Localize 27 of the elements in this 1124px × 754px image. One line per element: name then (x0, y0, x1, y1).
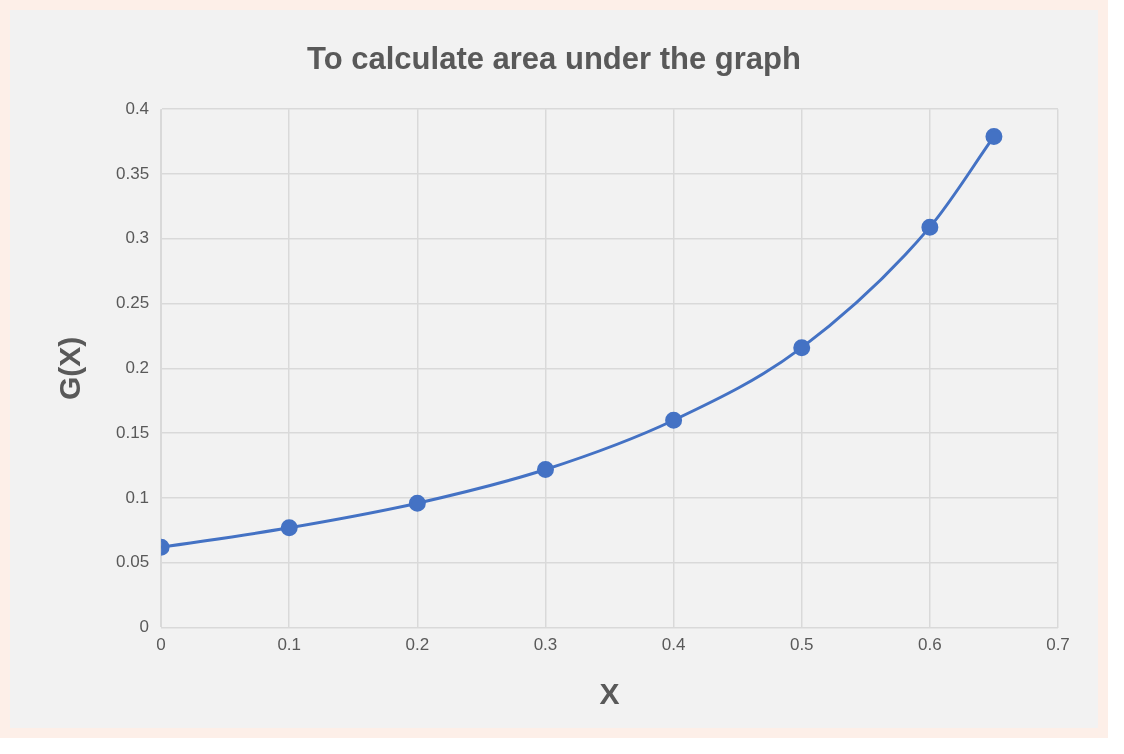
point (280, 519, 298, 537)
x-tick-label: 0.6 (918, 635, 942, 655)
point (985, 127, 1003, 145)
y-tick-label: 0.2 (125, 358, 150, 378)
x-tick-label: 0.7 (1046, 635, 1070, 655)
y-tick-label: 0.1 (125, 487, 150, 507)
y-tick-label: 0.3 (125, 228, 150, 248)
point (921, 218, 939, 236)
x-tick-label: 0.4 (661, 635, 686, 655)
y-tick-label: 0.15 (115, 422, 150, 442)
chart-title: To calculate area under the graph (307, 41, 801, 77)
x-tick-label: 0.5 (789, 635, 814, 655)
x-tick-label: 0 (156, 635, 166, 655)
y-tick-label: 0 (139, 617, 150, 637)
point (793, 339, 811, 357)
y-tick-label: 0.4 (125, 98, 150, 118)
x-tick-label: 0.3 (533, 635, 558, 655)
x-tick-label: 0.2 (405, 635, 430, 655)
y-tick-label: 0.05 (115, 552, 150, 572)
y-tick-label: 0.35 (115, 163, 150, 183)
point (408, 494, 426, 512)
point (665, 411, 683, 429)
point (536, 460, 554, 478)
y-tick-label: 0.25 (115, 293, 150, 313)
x-axis-title: X (599, 677, 620, 711)
x-tick-label: 0.1 (277, 635, 302, 655)
y-axis-title: G(X) (53, 336, 87, 401)
